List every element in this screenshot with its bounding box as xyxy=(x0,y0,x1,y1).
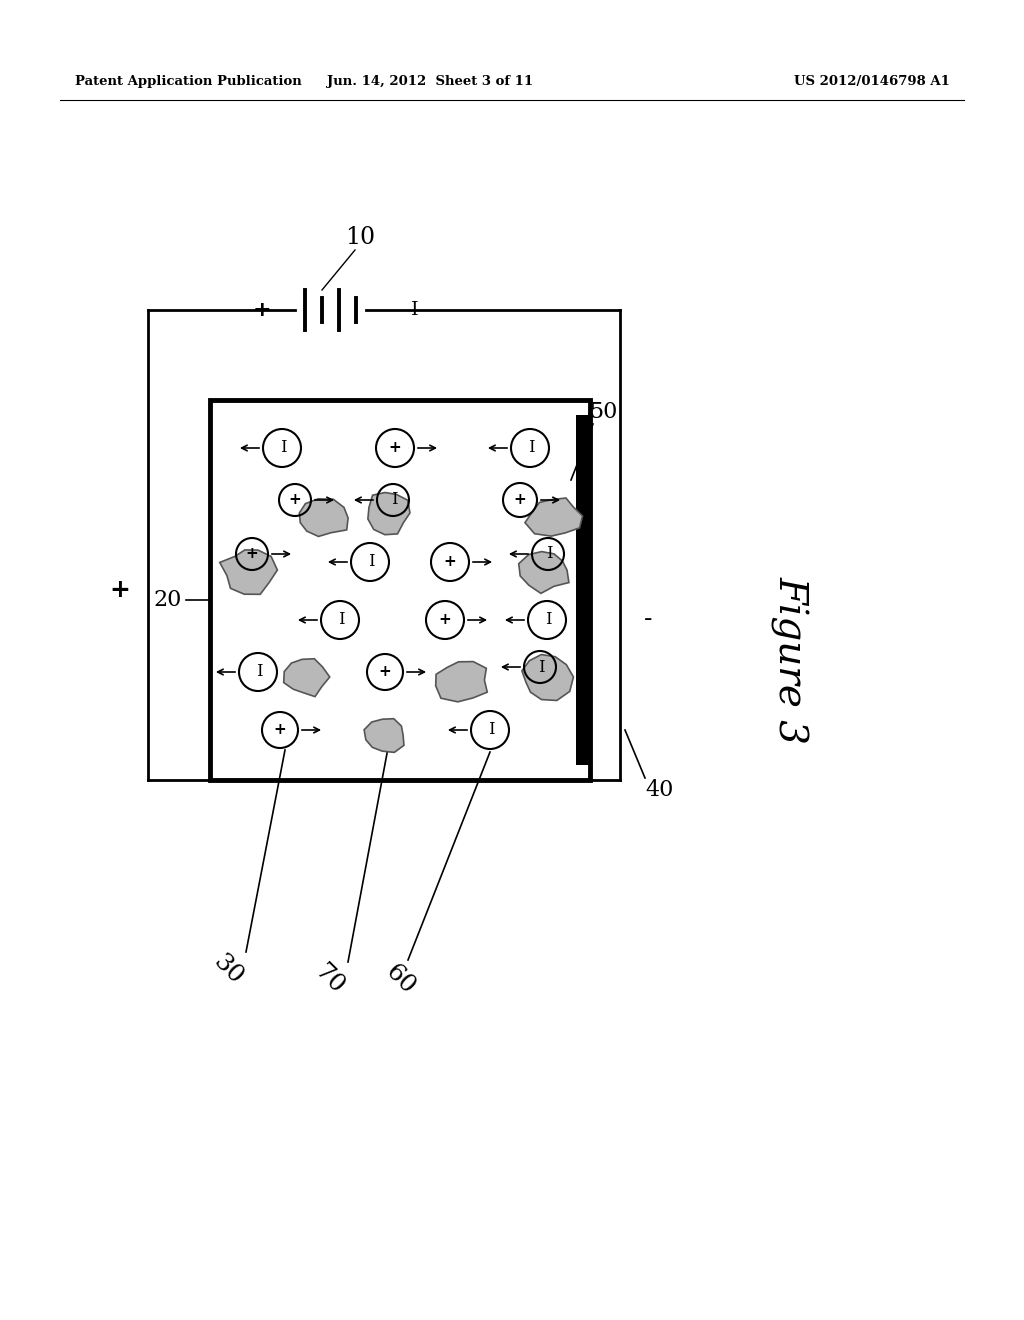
Bar xyxy=(575,414,590,766)
Text: 10: 10 xyxy=(345,227,375,249)
Polygon shape xyxy=(522,655,573,701)
Text: I: I xyxy=(527,440,535,457)
Text: +: + xyxy=(289,492,301,507)
Text: -: - xyxy=(644,609,652,631)
Polygon shape xyxy=(519,552,569,594)
Text: I: I xyxy=(538,659,545,676)
Polygon shape xyxy=(299,499,348,536)
Text: I: I xyxy=(368,553,375,570)
Text: +: + xyxy=(514,492,526,507)
Text: I: I xyxy=(546,545,552,562)
Text: I: I xyxy=(391,491,397,508)
Text: US 2012/0146798 A1: US 2012/0146798 A1 xyxy=(795,75,950,88)
Text: 60: 60 xyxy=(381,961,420,999)
Text: I: I xyxy=(412,301,419,319)
Text: I: I xyxy=(545,611,551,628)
Polygon shape xyxy=(365,718,403,752)
Text: 70: 70 xyxy=(310,961,349,999)
Text: Patent Application Publication: Patent Application Publication xyxy=(75,75,302,88)
Bar xyxy=(210,400,590,780)
Polygon shape xyxy=(368,492,410,535)
Text: 50: 50 xyxy=(589,401,617,422)
Text: +: + xyxy=(389,441,401,455)
Text: +: + xyxy=(438,612,452,627)
Text: 40: 40 xyxy=(646,779,674,801)
Text: I: I xyxy=(338,611,344,628)
Text: 20: 20 xyxy=(154,589,182,611)
Polygon shape xyxy=(284,659,330,697)
Text: I: I xyxy=(280,440,287,457)
Text: +: + xyxy=(273,722,287,738)
Text: +: + xyxy=(246,546,258,561)
Text: I: I xyxy=(256,664,262,681)
Text: I: I xyxy=(487,722,495,738)
Polygon shape xyxy=(435,661,487,702)
Text: +: + xyxy=(253,300,271,319)
Polygon shape xyxy=(220,550,278,594)
Polygon shape xyxy=(525,498,583,536)
Text: +: + xyxy=(379,664,391,680)
Text: 30: 30 xyxy=(209,950,248,990)
Text: +: + xyxy=(110,578,130,602)
Text: Figure 3: Figure 3 xyxy=(771,576,809,744)
Text: +: + xyxy=(443,554,457,569)
Text: Jun. 14, 2012  Sheet 3 of 11: Jun. 14, 2012 Sheet 3 of 11 xyxy=(327,75,534,88)
